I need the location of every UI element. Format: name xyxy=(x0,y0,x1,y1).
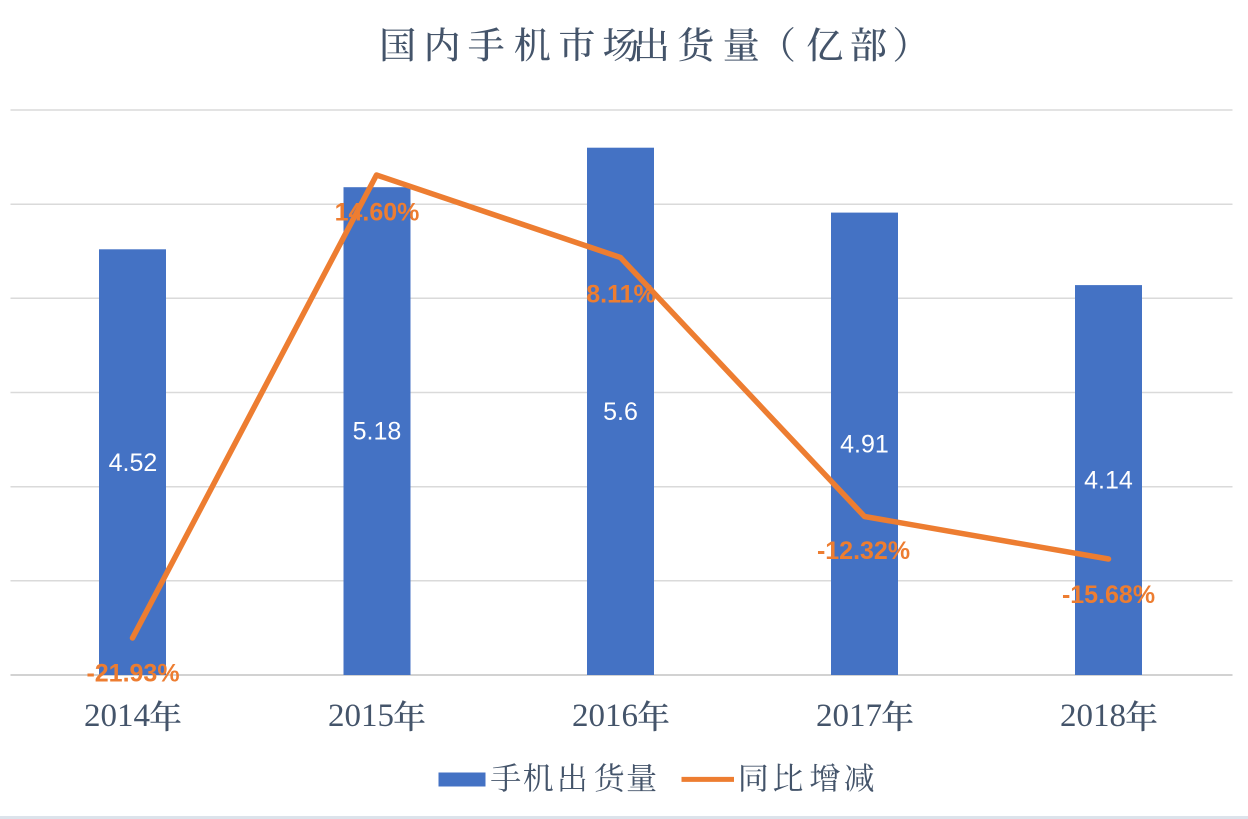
svg-text:4.52: 4.52 xyxy=(109,449,158,477)
svg-text:2015: 2015 xyxy=(328,698,394,734)
svg-text:2017: 2017 xyxy=(816,698,882,734)
svg-text:2016: 2016 xyxy=(572,698,638,734)
svg-text:-21.93%: -21.93% xyxy=(86,660,179,688)
svg-text:4.14: 4.14 xyxy=(1084,467,1133,495)
svg-text:2014: 2014 xyxy=(84,698,150,734)
svg-text:-12.32%: -12.32% xyxy=(817,537,910,565)
svg-text:14.60%: 14.60% xyxy=(335,199,420,227)
svg-text:5.18: 5.18 xyxy=(353,418,402,446)
svg-text:-15.68%: -15.68% xyxy=(1062,581,1155,609)
svg-text:8.11%: 8.11% xyxy=(586,281,656,309)
svg-text:5.6: 5.6 xyxy=(603,398,638,426)
svg-text:2018: 2018 xyxy=(1060,698,1126,734)
svg-text:4.91: 4.91 xyxy=(840,430,889,458)
